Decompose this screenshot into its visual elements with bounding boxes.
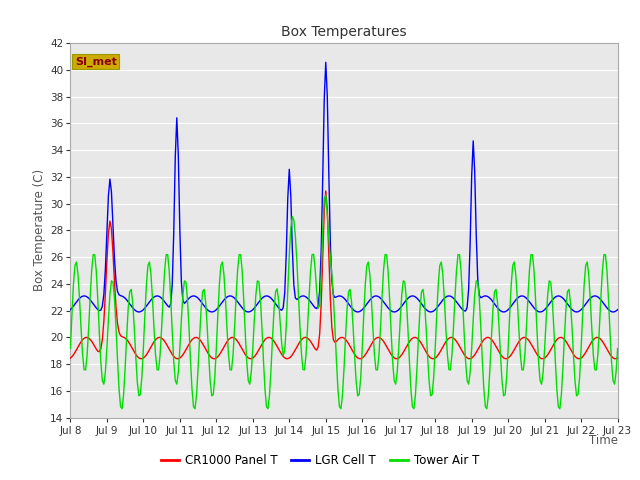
Title: Box Temperatures: Box Temperatures (281, 25, 407, 39)
Text: SI_met: SI_met (75, 56, 116, 67)
Text: Time: Time (589, 434, 618, 447)
Y-axis label: Box Temperature (C): Box Temperature (C) (33, 169, 46, 291)
Legend: CR1000 Panel T, LGR Cell T, Tower Air T: CR1000 Panel T, LGR Cell T, Tower Air T (156, 449, 484, 472)
